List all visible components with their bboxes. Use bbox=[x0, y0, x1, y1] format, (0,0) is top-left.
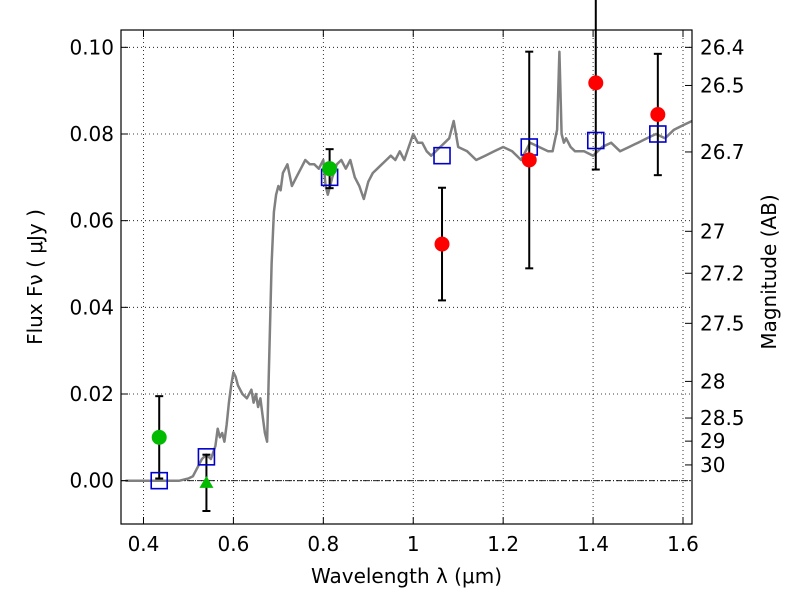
x-tick-label: 0.8 bbox=[307, 532, 339, 556]
mag-tick-label: 30 bbox=[700, 453, 725, 477]
y-tick-label: 0.08 bbox=[69, 122, 114, 146]
data-marks bbox=[150, 0, 667, 512]
model-band-square bbox=[150, 471, 169, 490]
x-tick-label: 0.6 bbox=[217, 532, 249, 556]
green-point bbox=[322, 161, 338, 177]
x-tick-label: 0.4 bbox=[128, 532, 160, 556]
model-layer bbox=[125, 50, 693, 482]
x-tick-label: 1.6 bbox=[667, 532, 699, 556]
mag-tick-label: 28.5 bbox=[700, 406, 745, 430]
mag-tick-label: 28 bbox=[700, 369, 725, 393]
model-band-square bbox=[649, 125, 667, 143]
model-band-square bbox=[586, 131, 605, 150]
right-axis-title: Magnitude (AB) bbox=[757, 194, 781, 349]
y-tick-label: 0.00 bbox=[69, 469, 114, 493]
green-triangle-point bbox=[199, 475, 214, 488]
model-band-square bbox=[197, 448, 216, 466]
x-tick-label: 1 bbox=[407, 532, 420, 556]
mag-tick-label: 26.7 bbox=[700, 140, 745, 164]
ticks: 0.4 0.6 0.8 1 1.2 1.4 1.6 0.00 0.02 0.04 0.06 0.08 0… bbox=[69, 30, 745, 556]
red-point bbox=[434, 236, 450, 252]
mag-tick-label: 27.2 bbox=[700, 261, 745, 285]
red-point bbox=[650, 107, 666, 122]
y-tick-label: 0.04 bbox=[69, 295, 114, 319]
mag-tick-label: 26.4 bbox=[700, 35, 745, 59]
y-axis-title: Flux Fν ( μJy ) bbox=[23, 209, 47, 345]
y-tick-label: 0.06 bbox=[69, 209, 114, 233]
x-tick-label: 1.2 bbox=[487, 532, 519, 556]
green-point bbox=[151, 429, 167, 445]
y-tick-label: 0.02 bbox=[69, 382, 114, 406]
grid bbox=[121, 30, 692, 524]
red-point bbox=[521, 152, 537, 168]
y-tick-label: 0.10 bbox=[69, 35, 114, 59]
x-axis-title: Wavelength λ (μm) bbox=[311, 564, 502, 588]
plot-frame bbox=[120, 29, 693, 525]
mag-tick-label: 27.5 bbox=[700, 311, 745, 335]
mag-tick-label: 27 bbox=[700, 219, 725, 243]
red-point bbox=[588, 75, 604, 91]
model-spectrum-line bbox=[125, 50, 693, 482]
mag-tick-label: 29 bbox=[700, 429, 725, 453]
x-tick-label: 1.4 bbox=[577, 532, 609, 556]
mag-tick-label: 26.5 bbox=[700, 73, 745, 97]
model-band-square bbox=[433, 146, 451, 165]
